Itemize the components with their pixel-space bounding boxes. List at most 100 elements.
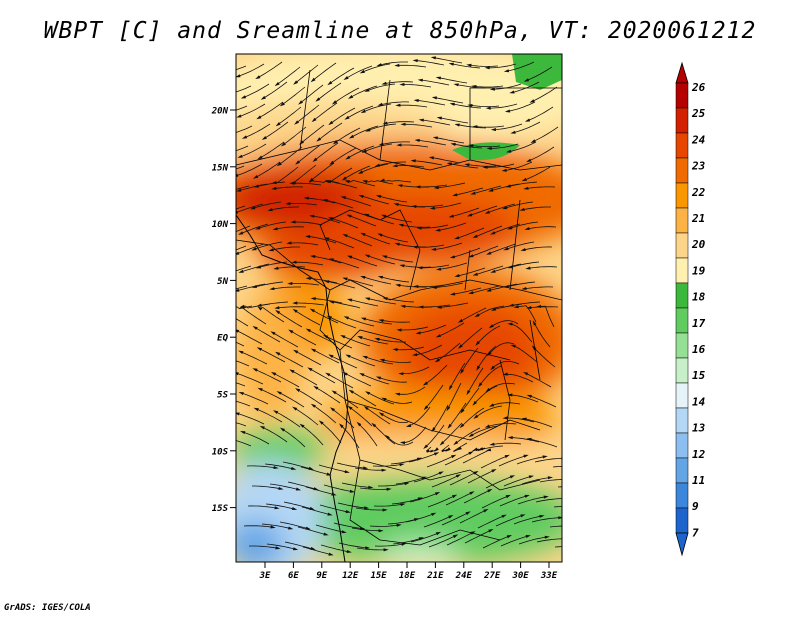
streamline [438,222,467,231]
streamline-arrow [356,421,362,427]
streamline-arrow [501,168,507,172]
streamline [469,64,499,67]
streamline [452,103,482,109]
streamline [297,526,326,535]
streamline [362,233,391,245]
streamline [477,325,501,344]
streamline-arrow [327,81,333,86]
colorbar-label: 12 [692,448,706,461]
streamline-arrow [453,83,459,87]
streamline-arrow [528,475,534,479]
streamline [477,305,505,317]
latitude-axis: 20N 15N 10N 5N EQ 5S 10S 15S [211,107,236,514]
streamline-arrow [488,403,495,407]
streamline-arrow [521,287,527,290]
streamline [334,127,361,143]
streamline-arrow [236,114,242,118]
streamline-arrow [421,476,427,480]
streamline-arrow [307,367,313,372]
streamline-arrow [582,546,587,549]
streamline-arrow [326,472,332,476]
streamline-arrow [399,264,405,268]
streamline [487,63,517,69]
streamline [464,529,491,544]
streamline-arrow [363,213,370,217]
streamline-arrow [251,247,257,251]
colorbar-label: 21 [691,212,705,225]
streamline [243,83,270,98]
streamline [398,104,428,108]
streamline [457,124,487,129]
streamline [452,287,482,295]
streamline-arrow [415,185,421,189]
streamline-arrow [523,186,529,190]
lat-label: 10N [212,220,229,230]
streamline-arrow [423,405,429,411]
streamline-arrow [431,427,436,433]
streamline [365,407,391,425]
streamline-arrow [445,447,451,452]
lon-label: 15E [370,571,387,581]
streamline-arrow [310,297,316,301]
streamline [432,404,449,430]
streamline [535,498,562,503]
streamline-arrow [547,476,553,480]
streamline [482,535,510,549]
streamline-arrow [507,393,513,397]
streamline-arrow [507,265,514,269]
lon-label: 21E [426,571,444,581]
streamline [356,547,386,551]
streamline-arrow [310,546,316,550]
streamline [362,63,391,73]
colorbar-label: 25 [691,107,706,120]
streamline-arrow [362,180,368,184]
streamline [463,489,490,504]
streamline-arrow [274,306,280,310]
streamline [455,187,484,196]
streamline [372,464,402,467]
streamline-arrow [460,408,465,414]
streamline-arrow [238,392,244,396]
streamline [479,365,502,386]
streamline-arrow [383,548,389,552]
streamline-arrow [313,487,319,491]
streamline [313,102,338,121]
streamline-arrow [398,372,404,376]
streamline-arrow [279,102,285,107]
streamline [538,305,555,328]
streamline [505,373,534,383]
streamline [363,103,392,113]
streamline-arrow [521,177,527,182]
streamline [302,546,331,555]
streamline [236,440,252,447]
streamline [441,422,463,444]
streamline [240,143,267,158]
streamline [503,476,532,487]
streamline [346,105,374,119]
streamline-arrow [236,288,240,292]
streamline [312,255,342,264]
streamline-arrow [345,155,351,160]
streamline [295,64,319,84]
streamline-arrow [433,452,440,456]
streamline-arrow [275,351,281,356]
streamline-arrow [526,306,532,310]
streamline [529,395,557,408]
streamline-arrow [253,184,259,188]
streamline-arrow [377,275,384,279]
streamline-arrow [328,120,334,126]
streamline [236,185,250,190]
streamline-arrow [454,123,460,127]
streamline [477,345,497,369]
streamline-arrow [580,465,585,468]
streamline-arrow [293,80,299,85]
streamline-arrow [375,376,382,380]
streamline [237,63,265,77]
streamline-arrow [477,447,484,451]
streamline [254,281,284,288]
streamline [492,442,522,445]
streamline [529,438,558,448]
streamline-arrow [434,447,439,452]
streamline [312,309,339,324]
